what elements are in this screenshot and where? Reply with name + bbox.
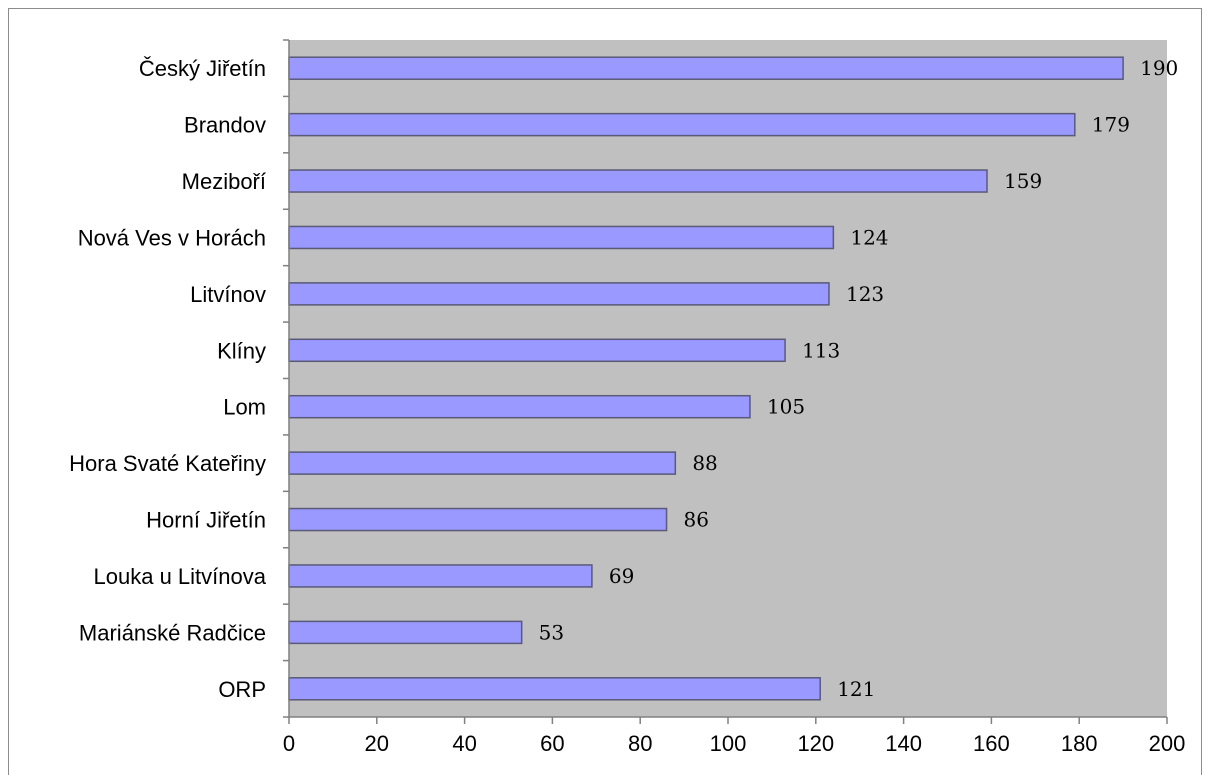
bar <box>288 56 1124 80</box>
category-label: Meziboří <box>182 169 266 194</box>
bar <box>288 620 523 645</box>
data-label: 124 <box>850 225 888 249</box>
bar <box>288 225 835 250</box>
category-label: Hora Svaté Kateřiny <box>69 451 266 476</box>
category-label: Lom <box>223 395 266 420</box>
x-tick-label: 160 <box>973 731 1010 756</box>
x-tick-label: 140 <box>885 731 922 756</box>
bar <box>288 507 668 532</box>
category-label: ORP <box>218 677 266 702</box>
category-label: Horní Jiřetín <box>146 508 266 533</box>
category-label: Nová Ves v Horách <box>78 225 266 250</box>
data-label: 190 <box>1140 56 1178 80</box>
bar <box>288 451 677 475</box>
bar <box>288 112 1076 137</box>
data-label: 53 <box>539 620 564 644</box>
data-label: 105 <box>767 395 805 419</box>
data-label: 179 <box>1092 113 1130 137</box>
bars-layer <box>288 56 1124 701</box>
axes-layer <box>283 39 1168 724</box>
data-label: 88 <box>692 451 717 475</box>
x-tick-label: 0 <box>283 731 295 756</box>
bar <box>288 282 830 306</box>
category-label: Mariánské Radčice <box>79 620 266 645</box>
bar <box>288 394 751 419</box>
category-label: Český Jiřetín <box>139 56 266 81</box>
bar <box>288 564 593 588</box>
x-tick-label: 20 <box>365 731 389 756</box>
data-label: 113 <box>802 338 840 362</box>
x-tick-label: 80 <box>628 731 652 756</box>
x-tick-label: 180 <box>1061 731 1098 756</box>
category-label: Louka u Litvínova <box>94 564 267 589</box>
data-label: 159 <box>1004 169 1042 193</box>
x-tick-label: 40 <box>452 731 476 756</box>
x-tick-label: 100 <box>710 731 747 756</box>
bar <box>288 338 786 363</box>
x-tick-label: 120 <box>797 731 834 756</box>
data-label: 86 <box>684 508 709 532</box>
category-label: Brandov <box>184 113 266 138</box>
category-label: Klíny <box>217 338 266 363</box>
data-label: 123 <box>846 282 884 306</box>
x-tick-label: 60 <box>540 731 564 756</box>
data-label: 69 <box>609 564 634 588</box>
bar <box>288 677 821 701</box>
plot-area <box>289 40 1167 717</box>
category-label: Litvínov <box>190 282 266 307</box>
data-label: 121 <box>837 677 875 701</box>
labels-layer: 190 Český Jiřetín 179 Brandov 159 Meziboří 124… <box>69 56 1185 756</box>
x-tick-label: 200 <box>1149 731 1186 756</box>
bar <box>288 169 988 193</box>
